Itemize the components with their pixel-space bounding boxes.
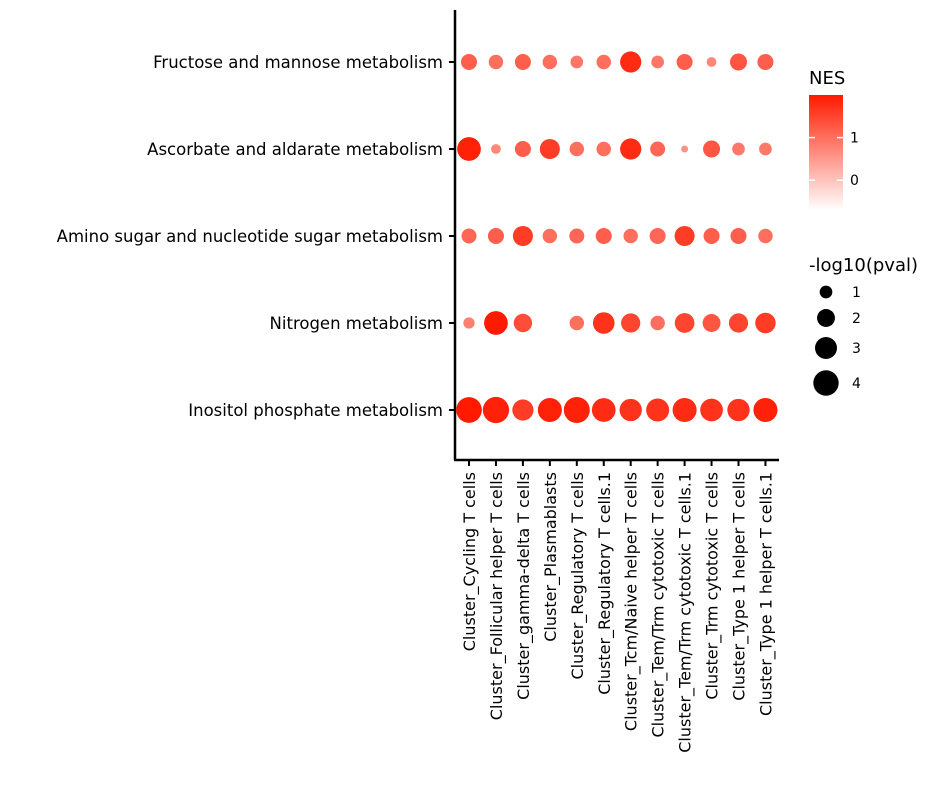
dot-point (703, 227, 720, 245)
dot-point (596, 54, 611, 70)
dot-point (514, 140, 531, 158)
x-tick-label: Cluster_Trm cytotoxic T cells (703, 472, 723, 700)
dot-point (674, 225, 695, 247)
y-tick-label: Inositol phosphate metabolism (188, 401, 443, 420)
dot-point (512, 225, 533, 247)
x-tick-label: Cluster_Type 1 helper T cells.1 (756, 472, 776, 716)
y-tick-label: Fructose and mannose metabolism (153, 53, 443, 72)
dot-point (681, 145, 689, 153)
dot-point (674, 313, 695, 333)
y-tick-label: Amino sugar and nucleotide sugar metabol… (57, 227, 443, 246)
dot-point (619, 398, 642, 422)
dot-point (488, 54, 504, 70)
x-tick-label: Cluster_Plasmablasts (541, 472, 561, 642)
y-tick-label: Nitrogen metabolism (270, 314, 443, 333)
plot-area: Fructose and mannose metabolism Ascorbate… (57, 10, 779, 753)
dot-point (569, 315, 585, 331)
dot-point (706, 57, 717, 67)
dot-point (757, 53, 774, 71)
size-legend-label: 1 (852, 285, 861, 301)
dot-point (650, 315, 665, 331)
color-legend-bar (809, 95, 843, 210)
x-tick-label: Cluster_Regulatory T cells (568, 472, 588, 680)
size-legend-dot (813, 370, 839, 396)
x-tick-label: Cluster_Tem/Trm cytotoxic T cells.1 (676, 472, 696, 753)
dot-point (569, 228, 585, 244)
dot-point (700, 398, 723, 422)
dot-point (727, 398, 750, 422)
dot-point (620, 138, 642, 160)
color-legend-tick-label: 1 (850, 131, 859, 147)
dot-point (487, 227, 504, 245)
color-legend-tick-label: 0 (850, 173, 859, 189)
color-legend-title: NES (809, 68, 845, 89)
dot-point (463, 317, 475, 329)
size-legend-label: 3 (852, 341, 861, 357)
dot-point (672, 397, 697, 423)
dot-point (461, 228, 477, 244)
dot-point (732, 142, 745, 156)
dot-point (542, 54, 558, 70)
dot-point (755, 312, 776, 334)
dot-point (563, 397, 590, 423)
dot-point (703, 140, 721, 158)
x-tick-label: Cluster_Type 1 helper T cells (730, 472, 750, 701)
dot-point (759, 142, 772, 156)
size-legend-dot (819, 285, 833, 299)
dot-point (592, 312, 615, 334)
dot-point (482, 396, 510, 424)
dot-point (460, 53, 478, 71)
y-tick-label: Ascorbate and aldarate metabolism (147, 140, 443, 159)
x-tick-label: Cluster_Regulatory T cells.1 (595, 472, 615, 695)
dot-point (491, 144, 501, 154)
dot-point (728, 313, 749, 333)
dot-point (595, 227, 612, 245)
size-legend-label: 2 (852, 311, 861, 327)
dot-point (623, 228, 638, 244)
x-tick-label: Cluster_Cycling T cells (460, 472, 480, 651)
dot-point (646, 398, 670, 422)
dot-point (651, 55, 664, 69)
dot-point (537, 397, 562, 423)
dot-point (729, 53, 748, 71)
dot-point (676, 53, 693, 71)
x-tick-label: Cluster_Tcm/Naive helper T cells (622, 472, 642, 731)
dot-point (649, 227, 666, 245)
dot-point (539, 138, 560, 160)
dot-point (621, 313, 641, 333)
x-tick-label: Cluster_Follicular helper T cells (487, 472, 507, 720)
dot-point (730, 227, 747, 245)
size-legend-title: -log10(pval) (809, 255, 918, 276)
dot-point (456, 397, 482, 423)
dot-point (753, 397, 778, 423)
dot-point (484, 311, 508, 335)
dot-point (542, 228, 558, 244)
dot-point (512, 399, 534, 421)
size-legend-dot (817, 309, 835, 327)
size-legend-label: 4 (852, 376, 861, 392)
dot-point (569, 141, 585, 157)
dot-point (702, 314, 721, 332)
dot-point (457, 137, 481, 161)
dot-point (758, 228, 773, 244)
x-tick-label: Cluster_Tem/Trm cytotoxic T cells (649, 472, 669, 737)
dot-point (514, 53, 531, 71)
dot-point (650, 141, 666, 157)
dot-point (591, 398, 616, 422)
size-legend-dot (815, 337, 837, 359)
legend-area: NES 0 1 -log10(pval) 1 2 3 4 (809, 68, 918, 396)
dot-point (620, 51, 642, 73)
dot-point (513, 313, 533, 333)
dot-point (570, 55, 584, 69)
dot-point (596, 141, 611, 157)
x-tick-label: Cluster_gamma-delta T cells (514, 472, 534, 700)
